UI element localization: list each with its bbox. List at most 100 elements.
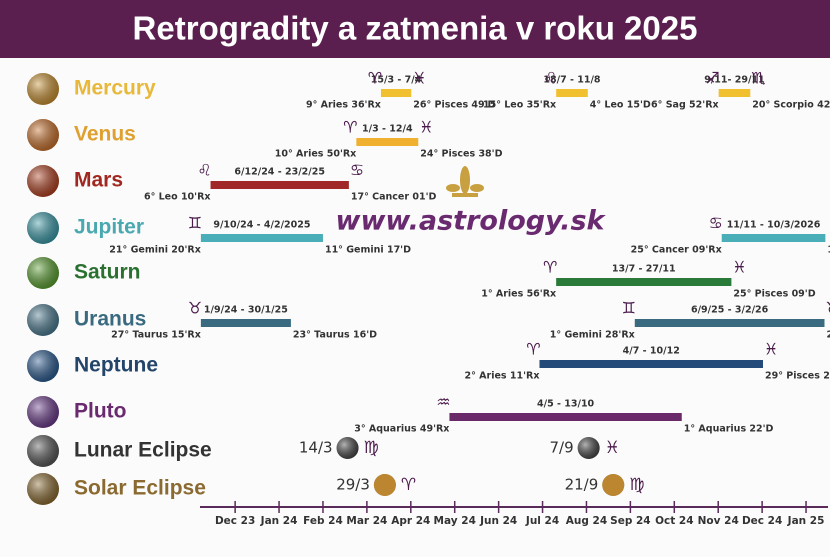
start-label: 3° Aquarius 49'Rx xyxy=(354,424,449,435)
row-label: Solar Eclipse xyxy=(74,477,206,500)
retro-bar xyxy=(721,234,826,242)
eclipse-date: 14/3 xyxy=(299,439,333,457)
start-sign: ♒︎ xyxy=(436,393,450,412)
x-tick-label: Jun 24 xyxy=(479,515,517,527)
date-range: 4/7 - 10/12 xyxy=(623,346,680,357)
start-sign: ♐︎ xyxy=(705,69,719,88)
retro-bar xyxy=(634,319,825,327)
x-tick-label: Oct 24 xyxy=(655,515,693,527)
retro-bar xyxy=(210,181,349,189)
row-label: Venus xyxy=(74,123,136,146)
fleur-de-lis xyxy=(446,166,484,197)
start-sign: ♈︎ xyxy=(368,69,382,88)
x-tick-label: Feb 24 xyxy=(303,515,343,527)
eclipse-date: 21/9 xyxy=(565,476,599,494)
retro-bar xyxy=(356,138,419,146)
retro-bar xyxy=(200,319,291,327)
end-sign: ♓︎ xyxy=(732,258,746,277)
retro-bar xyxy=(556,89,588,97)
x-tick-label: Aug 24 xyxy=(566,515,607,527)
row-label: Mars xyxy=(74,169,123,192)
date-range: 6/9/25 - 3/2/26 xyxy=(691,305,769,316)
row-label: Uranus xyxy=(74,308,146,331)
date-range: 13/7 - 27/11 xyxy=(612,264,676,275)
start-sign: ♈︎ xyxy=(543,258,557,277)
row-label: Mercury xyxy=(74,77,156,100)
x-tick-label: Nov 24 xyxy=(698,515,739,527)
planet-shade xyxy=(27,73,59,105)
eclipse-shade xyxy=(336,437,359,459)
end-sign: ♋︎ xyxy=(350,161,364,180)
eclipse-shade xyxy=(577,437,600,459)
eclipse-date: 29/3 xyxy=(336,476,370,494)
end-label: 17° Cancer 01'D xyxy=(351,192,437,203)
retro-bar xyxy=(539,360,764,368)
chart-title: Retrogradity a zatmenia v roku 2025 xyxy=(133,10,698,47)
end-label: 23° Taurus 16'D xyxy=(293,330,377,341)
eclipse-sign: ♍︎ xyxy=(629,475,644,495)
eclipse-date: 7/9 xyxy=(550,439,574,457)
x-tick-label: Jan 25 xyxy=(787,515,825,527)
x-tick-label: May 24 xyxy=(434,515,476,527)
date-range: 1/9/24 - 30/1/25 xyxy=(204,305,288,316)
start-sign: ♌︎ xyxy=(197,161,211,180)
start-label: 15° Leo 35'Rx xyxy=(483,100,556,111)
date-range: 9/11- 29/11 xyxy=(704,75,764,86)
header xyxy=(0,0,830,58)
date-range: 4/5 - 13/10 xyxy=(537,399,595,410)
source: www.astrology.sk xyxy=(336,206,607,237)
start-label: 21° Gemini 20'Rx xyxy=(109,245,201,256)
start-sign: ♌︎ xyxy=(543,69,557,88)
date-range: 15/3 - 7/4 xyxy=(371,75,422,86)
row-label: Lunar Eclipse xyxy=(74,439,212,462)
date-range: 1/3 - 12/4 xyxy=(362,124,413,135)
retro-bar xyxy=(200,234,323,242)
start-label: 10° Aries 50'Rx xyxy=(275,149,357,160)
x-tick-label: Jul 24 xyxy=(525,515,559,527)
planet-shade xyxy=(27,304,59,336)
x-tick-label: Jan 24 xyxy=(260,515,298,527)
end-label: 15° Cancer 05'D xyxy=(827,245,830,256)
planet-shade xyxy=(27,119,59,151)
eclipse-shade xyxy=(602,474,625,496)
end-label: 11° Gemini 17'D xyxy=(325,245,411,256)
end-sign: ♏︎ xyxy=(751,69,765,88)
start-sign: ♊︎ xyxy=(622,299,636,318)
start-label: 6° Leo 10'Rx xyxy=(144,192,211,203)
planet-shade xyxy=(27,257,59,289)
end-sign: ♓︎ xyxy=(419,118,433,137)
planet-shade xyxy=(27,212,59,244)
planet-shade xyxy=(27,165,59,197)
row-label: Neptune xyxy=(74,354,158,377)
planet-shade xyxy=(27,473,59,505)
date-range: 11/11 - 10/3/2026 xyxy=(727,220,821,231)
planet-shade xyxy=(27,396,59,428)
eclipse-sign: ♈︎ xyxy=(401,475,416,495)
start-label: 27° Taurus 15'Rx xyxy=(111,330,201,341)
date-range: 18/7 - 11/8 xyxy=(543,75,601,86)
start-label: 1° Gemini 28'Rx xyxy=(550,330,635,341)
eclipse-sign: ♍︎ xyxy=(364,438,379,458)
end-sign: ♓︎ xyxy=(412,69,426,88)
start-sign: ♋︎ xyxy=(709,214,723,233)
x-tick-label: Apr 24 xyxy=(391,515,430,527)
retro-bar xyxy=(380,89,412,97)
x-tick-label: Dec 24 xyxy=(742,515,782,527)
start-sign: ♈︎ xyxy=(526,340,540,359)
end-label: 1° Aquarius 22'D xyxy=(684,424,774,435)
end-label: 20° Scorpio 42'D xyxy=(752,100,830,111)
retro-bar xyxy=(718,89,751,97)
end-label: 24° Pisces 38'D xyxy=(420,149,502,160)
start-label: 25° Cancer 09'Rx xyxy=(631,245,722,256)
end-label: 29° Pisces 22'D xyxy=(765,371,830,382)
start-label: 6° Sag 52'Rx xyxy=(651,100,719,111)
start-sign: ♈︎ xyxy=(343,118,357,137)
start-label: 9° Aries 36'Rx xyxy=(306,100,381,111)
retro-bar xyxy=(556,278,732,286)
planet-shade xyxy=(27,350,59,382)
start-sign: ♉︎ xyxy=(188,299,202,318)
date-range: 6/12/24 - 23/2/25 xyxy=(234,167,325,178)
eclipse-shade xyxy=(373,474,396,496)
